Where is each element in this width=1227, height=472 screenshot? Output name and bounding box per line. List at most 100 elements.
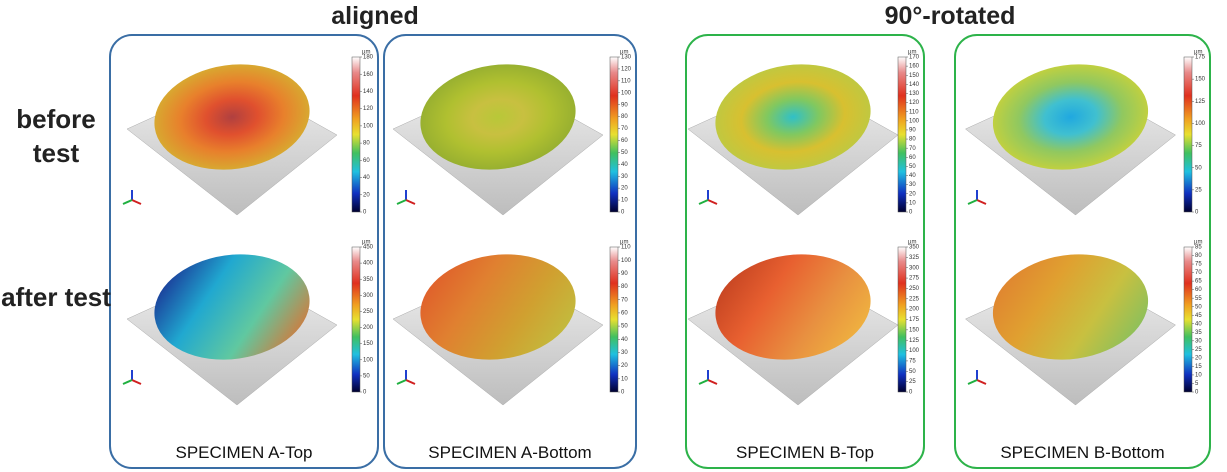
colorbar-tick-label: 15 xyxy=(1195,364,1202,370)
colorbar-tick-label: 0 xyxy=(363,210,367,216)
colorbar-tick-label: 170 xyxy=(909,55,920,61)
surface-plot xyxy=(688,245,898,405)
colorbar-tick-label: 150 xyxy=(909,73,920,79)
surface-plot xyxy=(393,245,603,405)
colorbar-tick-label: 30 xyxy=(909,182,916,188)
colorbar-tick-label: 150 xyxy=(1195,77,1206,83)
colorbar-tick-label: 200 xyxy=(363,325,374,331)
colorbar-tick-label: 130 xyxy=(621,55,632,61)
colorbar-tick-label: 25 xyxy=(1195,187,1202,193)
colorbar-tick-label: 160 xyxy=(363,72,374,78)
colorbar xyxy=(1184,247,1192,392)
colorbar xyxy=(352,247,360,392)
axis-triad xyxy=(397,380,406,384)
colorbar-tick-label: 140 xyxy=(363,89,374,95)
colorbar-tick-label: 100 xyxy=(363,123,374,129)
axis-triad xyxy=(977,380,986,384)
colorbar-tick-label: 140 xyxy=(909,82,920,88)
axis-triad xyxy=(123,380,132,384)
colorbar-tick-label: 250 xyxy=(363,309,374,315)
colorbar-tick-label: 85 xyxy=(1195,245,1202,251)
colorbar-tick-label: 225 xyxy=(909,296,920,302)
colorbar-tick-label: 35 xyxy=(1195,330,1202,336)
colorbar-tick-label: 100 xyxy=(621,258,632,264)
column-header: 90°-rotated xyxy=(885,2,1016,30)
colorbar-tick-label: 100 xyxy=(909,118,920,124)
axis-triad xyxy=(977,200,986,204)
colorbar-tick-label: 20 xyxy=(621,363,628,369)
colorbar-tick-label: 25 xyxy=(909,379,916,385)
colorbar-tick-label: 325 xyxy=(909,255,920,261)
surface-plot xyxy=(393,55,603,215)
colorbar-tick-label: 80 xyxy=(363,141,370,147)
axis-triad xyxy=(708,200,717,204)
colorbar-tick-label: 90 xyxy=(621,271,628,277)
colorbar-tick-label: 10 xyxy=(621,198,628,204)
colorbar-tick-label: 20 xyxy=(363,192,370,198)
row-label: before test xyxy=(0,102,112,170)
colorbar-tick-label: 175 xyxy=(1195,55,1206,61)
colorbar-tick-label: 300 xyxy=(363,293,374,299)
axis-triad xyxy=(406,380,415,384)
colorbar-tick-label: 30 xyxy=(621,350,628,356)
colorbar-tick-label: 300 xyxy=(909,265,920,271)
axis-triad xyxy=(123,200,132,204)
surface-plot xyxy=(966,55,1176,215)
specimen-label: SPECIMEN A-Bottom xyxy=(428,443,591,462)
colorbar-tick-label: 90 xyxy=(621,102,628,108)
colorbar-tick-label: 60 xyxy=(909,155,916,161)
colorbar-tick-label: 45 xyxy=(1195,313,1202,319)
colorbar-tick-label: 60 xyxy=(1195,287,1202,293)
colorbar-tick-label: 100 xyxy=(1195,121,1206,127)
figure: aligned 90°-rotated SPECIMEN A-Topµm1801… xyxy=(0,0,1227,472)
colorbar-tick-label: 20 xyxy=(909,191,916,197)
colorbar-tick-label: 250 xyxy=(909,286,920,292)
colorbar-tick-label: 125 xyxy=(909,338,920,344)
colorbar-tick-label: 70 xyxy=(909,146,916,152)
colorbar xyxy=(352,57,360,212)
colorbar-tick-label: 0 xyxy=(363,390,367,396)
colorbar-tick-label: 110 xyxy=(909,109,919,115)
colorbar-tick-label: 180 xyxy=(363,55,374,61)
colorbar-tick-label: 70 xyxy=(621,126,628,132)
colorbar-tick-label: 5 xyxy=(1195,381,1199,387)
colorbar-tick-label: 100 xyxy=(621,90,632,96)
colorbar-tick-label: 75 xyxy=(909,359,916,365)
colorbar-tick-label: 350 xyxy=(363,277,374,283)
colorbar-tick-label: 30 xyxy=(621,174,628,180)
colorbar-tick-label: 40 xyxy=(621,337,628,343)
axis-triad xyxy=(397,200,406,204)
colorbar-tick-label: 80 xyxy=(621,114,628,120)
colorbar-tick-label: 40 xyxy=(621,162,628,168)
colorbar-tick-label: 0 xyxy=(1195,210,1199,216)
colorbar-tick-label: 0 xyxy=(909,390,913,396)
colorbar-tick-label: 80 xyxy=(909,137,916,143)
colorbar xyxy=(898,57,906,212)
specimen-label: SPECIMEN B-Top xyxy=(736,443,874,462)
axis-triad xyxy=(968,200,977,204)
colorbar-tick-label: 120 xyxy=(621,67,632,73)
surface-plot xyxy=(688,55,898,215)
colorbar-tick-label: 110 xyxy=(621,245,631,251)
colorbar-tick-label: 120 xyxy=(363,106,374,112)
colorbar-tick-label: 50 xyxy=(1195,304,1202,310)
colorbar-tick-label: 60 xyxy=(363,158,370,164)
colorbar-tick-label: 80 xyxy=(621,284,628,290)
colorbar-tick-label: 200 xyxy=(909,307,920,313)
colorbar-tick-label: 160 xyxy=(909,64,920,70)
colorbar-tick-label: 50 xyxy=(621,324,628,330)
axis-triad xyxy=(708,380,717,384)
surface-plot xyxy=(123,55,337,215)
colorbar-tick-label: 0 xyxy=(621,390,625,396)
colorbar-tick-label: 110 xyxy=(621,78,631,84)
colorbar-tick-label: 80 xyxy=(1195,253,1202,259)
colorbar-tick-label: 130 xyxy=(909,91,920,97)
specimen-label: SPECIMEN A-Top xyxy=(176,443,313,462)
colorbar-tick-label: 125 xyxy=(1195,99,1206,105)
colorbar-tick-label: 70 xyxy=(1195,270,1202,276)
colorbar-tick-label: 60 xyxy=(621,310,628,316)
colorbar-tick-label: 10 xyxy=(621,376,628,382)
colorbar-tick-label: 275 xyxy=(909,276,920,282)
colorbar-tick-label: 55 xyxy=(1195,296,1202,302)
specimen-label: SPECIMEN B-Bottom xyxy=(1000,443,1164,462)
